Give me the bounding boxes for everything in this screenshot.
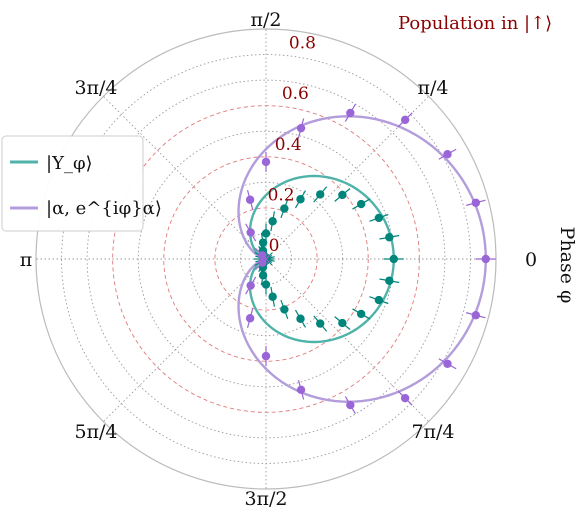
axis-labels: 0 π/4 π/2 3π/4 π 5π/4 3π/2 7π/4 0 0.2 0.4 0.6 0.8	[20, 9, 537, 510]
reference-ring	[163, 156, 369, 362]
data-point	[356, 309, 366, 319]
theta-tick-label: 7π/4	[411, 421, 454, 443]
r-tick-label: 0.8	[289, 34, 316, 54]
data-point	[245, 314, 255, 323]
data-point	[338, 318, 347, 328]
theta-axis-label: Phase φ	[556, 227, 578, 304]
data-point	[296, 385, 306, 395]
data-point	[246, 228, 255, 237]
data-markers	[245, 103, 496, 415]
data-point	[400, 393, 410, 403]
grid-ring	[86, 79, 446, 439]
theta-tick-label: 0	[525, 249, 537, 271]
theta-tick-label: 3π/2	[244, 488, 287, 510]
data-point	[268, 292, 277, 301]
r-tick-label: 0	[269, 236, 280, 256]
data-point	[296, 314, 305, 323]
data-point	[258, 271, 268, 280]
data-point	[245, 195, 255, 204]
data-point	[280, 305, 289, 314]
data-point	[261, 351, 271, 361]
data-point	[316, 319, 325, 328]
chart-title: Population in |↑⟩	[398, 13, 552, 34]
data-point	[481, 254, 490, 264]
data-point	[268, 217, 277, 226]
data-point	[385, 276, 394, 285]
theta-tick-label: 3π/4	[74, 77, 117, 99]
data-point	[316, 190, 325, 199]
data-point	[280, 204, 289, 213]
data-point	[346, 108, 355, 118]
data-point	[443, 359, 452, 368]
data-point	[338, 190, 347, 200]
data-point	[400, 115, 410, 125]
data-point	[443, 150, 452, 159]
grid-ring	[239, 232, 293, 286]
data-point	[261, 229, 271, 238]
outer-boundary	[35, 28, 497, 490]
r-tick-label: 0.4	[275, 135, 302, 155]
r-tick-label: 0.2	[268, 185, 295, 205]
theta-tick-label: π/2	[251, 9, 282, 31]
data-point	[346, 400, 355, 410]
data-point	[356, 199, 366, 209]
legend: |Υ_φ⟩ |α, e^{iφ}α⟩	[1, 135, 162, 232]
data-point	[296, 123, 306, 133]
data-point	[246, 281, 255, 290]
polar-grid	[35, 28, 497, 490]
data-point	[374, 213, 384, 223]
legend-label-alpha: |α, e^{iφ}α⟩	[46, 198, 162, 219]
data-point	[374, 295, 384, 305]
theta-tick-label: π/4	[418, 77, 449, 99]
data-point	[261, 280, 271, 289]
r-tick-label: 0.6	[282, 84, 309, 104]
data-point	[296, 195, 305, 204]
theta-tick-label: π	[20, 249, 33, 271]
legend-label-upsilon: |Υ_φ⟩	[46, 153, 93, 174]
reference-ring	[214, 207, 318, 311]
data-point	[261, 157, 271, 167]
data-point	[471, 198, 481, 207]
data-point	[471, 311, 481, 320]
data-point	[389, 254, 398, 264]
data-point	[258, 251, 267, 260]
theta-tick-label: 5π/4	[74, 421, 117, 443]
data-point	[385, 233, 394, 242]
data-point	[258, 258, 267, 267]
